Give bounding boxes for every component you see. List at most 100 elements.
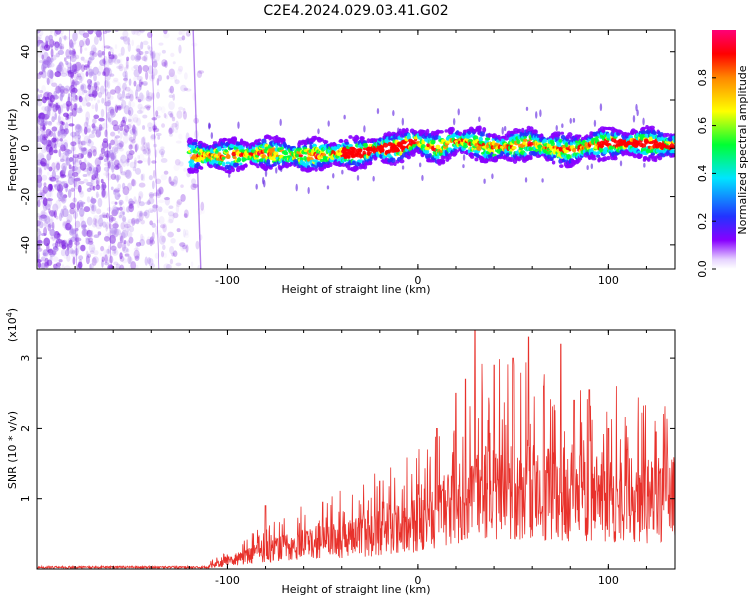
spectrogram-noise-cell [54,165,60,173]
spectrogram-y-tick-label: 0 [19,145,32,152]
spectrogram-noise-cell [63,35,67,41]
spectrogram-noise-cell [60,140,64,147]
spectrogram-noise-cell [119,58,123,64]
spectrogram-noise-cell [111,164,115,173]
snr-series-line [37,330,675,569]
spectrogram-noise-cell [133,69,140,78]
spectrogram-noise-cell [78,180,85,185]
spectrogram-noise-cell [112,124,120,132]
spectrogram-noise-cell [45,35,50,45]
spectrogram-noise-cell [104,257,110,262]
spectrogram-noise-cell [150,51,156,59]
spectrogram-noise-cell [87,151,93,159]
spectrogram-streak [150,30,160,269]
spectrogram-noise-cell [91,204,95,211]
spectrogram-noise-cell [59,138,63,142]
spectrogram-noise-cell [106,104,110,111]
spectrogram-noise-cell [152,169,156,179]
spectrogram-noise-cell [106,96,111,104]
spectrogram-noise-cell [51,137,57,143]
spectrogram-noise-cell [54,136,59,145]
spectrogram-noise-cell [59,144,66,152]
spectrogram-noise-cell [48,146,54,156]
spectrogram-noise-cell [82,32,90,39]
spectrogram-noise-cell [177,68,183,75]
spectrogram-noise-cell [154,225,158,235]
snr-x-tick-label: 100 [598,574,619,587]
spectrogram-noise-cell [91,247,96,252]
spectrogram-noise-cell [122,160,126,168]
spectrogram-noise-cell [155,110,159,117]
spectrogram-noise-cell [39,90,44,94]
spectrogram-noise-cell [79,208,85,217]
spectrogram-noise-cell [80,56,85,61]
spectrogram-noise-cell [77,88,83,97]
spectrogram-noise-cell [168,88,172,93]
spectrogram-noise-cell [41,69,47,79]
spectrogram-noise-cell [54,30,62,35]
spectrogram-noise-cell [109,234,116,244]
spectrogram-noise-cell [57,130,61,137]
spectrogram-noise-cell [79,146,84,152]
spectrogram-noise-cell [126,226,130,233]
spectrogram-noise-cell [59,93,63,101]
spectrogram-noise-cell [58,64,62,71]
spectrogram-noise-cell [127,36,131,46]
spectrogram-noise-cell [163,209,170,214]
spectrogram-noise-cell [133,247,140,251]
spectrogram-noise-cell [111,204,118,214]
spectrogram-signal-cell [406,155,411,160]
spectrogram-noise-cell [97,50,103,58]
spectrogram-noise-cell [58,259,63,263]
spectrogram-noise-cell [83,206,91,213]
spectrogram-noise-cell [117,127,121,134]
spectrogram-noise-cell [76,176,81,181]
spectrogram-noise-cell [141,145,146,152]
spectrogram-spike [524,177,528,183]
spectrogram-signal-cell [516,139,521,145]
spectrogram-noise-cell [147,257,152,265]
spectrogram-noise-cell [116,142,124,150]
spectrogram-noise-cell [51,139,56,149]
spectrogram-spike [327,120,330,127]
spectrogram-signal-cell [482,127,487,133]
spectrogram-signal-cell [271,147,276,151]
spectrogram-noise-cell [114,44,118,49]
spectrogram-signal-cell [436,155,440,160]
spectrogram-noise-cell [81,147,88,155]
spectrogram-noise-cell [119,206,123,211]
spectrogram-noise-cell [59,85,65,91]
spectrogram-signal-cell [314,165,319,169]
spectrogram-noise-cell [114,85,121,94]
spectrogram-signal-cell [225,161,231,165]
spectrogram-noise-cell [99,59,106,66]
spectrogram-noise-cell [107,160,111,169]
spectrogram-noise-cell [46,153,52,161]
spectrogram-noise-cell [122,116,125,123]
spectrogram-noise-cell [62,165,67,175]
spectrogram-noise-cell [47,248,54,256]
spectrogram-noise-cell [63,36,70,41]
spectrogram-noise-cell [66,254,71,262]
spectrogram-noise-cell [131,218,136,227]
spectrogram-noise-cell [37,180,43,188]
spectrogram-noise-cell [78,140,83,150]
spectrogram-noise-cell [59,152,64,161]
spectrogram-noise-cell [158,42,164,46]
spectrogram-signal-cell [187,137,193,142]
spectrogram-noise-cell [60,131,67,139]
spectrogram-noise-cell [156,106,163,111]
colorbar-label: Normalized spectral amplitude [736,65,749,234]
spectrogram-noise-cell [73,72,80,81]
spectrogram-noise-cell [65,60,69,65]
spectrogram-noise-cell [91,85,95,92]
spectrogram-signal-cell [314,167,318,172]
spectrogram-noise-cell [68,239,73,249]
spectrogram-noise-cell [168,205,174,210]
spectrogram-spike [599,103,603,112]
spectrogram-noise-cell [60,72,68,77]
spectrogram-noise-cell [140,219,145,225]
spectrogram-noise-cell [172,212,179,219]
spectrogram-noise-cell [103,166,110,172]
spectrogram-spike [555,125,558,132]
